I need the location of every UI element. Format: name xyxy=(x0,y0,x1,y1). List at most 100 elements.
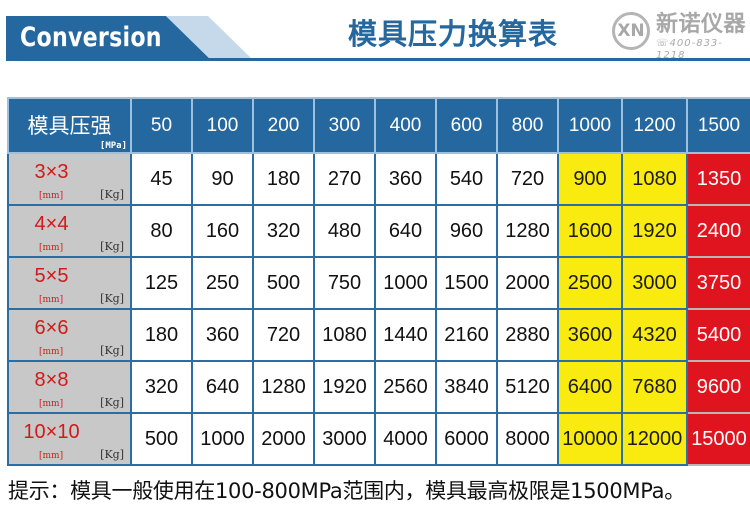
force-value-cell: 6000 xyxy=(435,412,498,466)
mold-size-cell: 8×8 [mm] [Kg] xyxy=(7,360,132,414)
force-value-cell: 125 xyxy=(130,256,193,310)
force-value-cell: 1350 xyxy=(686,152,750,206)
force-value-cell: 270 xyxy=(313,152,376,206)
english-title: Conversion xyxy=(20,22,162,53)
force-value-cell: 320 xyxy=(130,360,193,414)
force-value-cell: 750 xyxy=(313,256,376,310)
force-value-cell: 1920 xyxy=(313,360,376,414)
header-row: 模具压强 [MPa] 50 100 200 300 400 600 800 10… xyxy=(7,97,750,154)
force-value-cell: 12000 xyxy=(621,412,688,466)
force-value-cell: 2400 xyxy=(686,204,750,258)
mold-size-cell: 10×10 [mm] [Kg] xyxy=(7,412,132,466)
force-value-cell: 5400 xyxy=(686,308,750,362)
force-value-cell: 45 xyxy=(130,152,193,206)
size-unit: [mm] xyxy=(39,347,64,357)
force-value-cell: 2160 xyxy=(435,308,498,362)
table-row: 8×8 [mm] [Kg] 320 640 1280 1920 2560 3840 5120 640… xyxy=(7,360,750,414)
force-value-cell: 1280 xyxy=(496,204,559,258)
force-value-cell: 250 xyxy=(191,256,254,310)
force-unit: [Kg] xyxy=(100,292,124,305)
force-value-cell: 80 xyxy=(130,204,193,258)
force-value-cell: 360 xyxy=(191,308,254,362)
force-value-cell: 720 xyxy=(252,308,315,362)
pressure-header: 400 xyxy=(374,97,437,154)
phone-number: 400-833-1218 xyxy=(656,38,723,61)
force-value-cell: 5120 xyxy=(496,360,559,414)
force-value-cell: 640 xyxy=(374,204,437,258)
force-value-cell: 1080 xyxy=(621,152,688,206)
pressure-header: 1000 xyxy=(557,97,623,154)
title-banner: Conversion 模具压力换算表 XN 新诺仪器 ☏400-833-1218 xyxy=(0,0,750,66)
table-row: 4×4 [mm] [Kg] 80 160 320 480 640 960 1280 1600 1920… xyxy=(7,204,750,258)
pressure-header: 1200 xyxy=(621,97,688,154)
mold-size-cell: 4×4 [mm] [Kg] xyxy=(7,204,132,258)
force-value-cell: 8000 xyxy=(496,412,559,466)
mold-size-cell: 6×6 [mm] [Kg] xyxy=(7,308,132,362)
force-value-cell: 1000 xyxy=(191,412,254,466)
size-unit: [mm] xyxy=(39,243,64,253)
force-value-cell: 360 xyxy=(374,152,437,206)
force-value-cell: 500 xyxy=(252,256,315,310)
force-value-cell: 320 xyxy=(252,204,315,258)
mold-size: 10×10 xyxy=(23,421,80,443)
force-value-cell: 1500 xyxy=(435,256,498,310)
force-value-cell: 900 xyxy=(557,152,623,206)
pressure-header: 600 xyxy=(435,97,498,154)
usage-note: 提示：模具一般使用在100-800MPa范围内，模具最高极限是1500MPa。 xyxy=(8,479,685,503)
pressure-header: 50 xyxy=(130,97,193,154)
force-unit: [Kg] xyxy=(100,448,124,461)
corner-label: 模具压强 xyxy=(27,114,112,138)
force-value-cell: 540 xyxy=(435,152,498,206)
force-value-cell: 960 xyxy=(435,204,498,258)
force-value-cell: 3000 xyxy=(313,412,376,466)
pressure-header: 1500 xyxy=(686,97,750,154)
force-unit: [Kg] xyxy=(100,188,124,201)
mold-size: 6×6 xyxy=(34,317,69,339)
force-value-cell: 3750 xyxy=(686,256,750,310)
force-value-cell: 2500 xyxy=(557,256,623,310)
logo-mark-icon: XN xyxy=(612,12,650,50)
pressure-unit: [MPa] xyxy=(99,141,127,151)
force-value-cell: 3000 xyxy=(621,256,688,310)
force-value-cell: 640 xyxy=(191,360,254,414)
mold-size: 5×5 xyxy=(34,265,69,287)
force-value-cell: 2000 xyxy=(496,256,559,310)
force-value-cell: 3600 xyxy=(557,308,623,362)
force-value-cell: 180 xyxy=(130,308,193,362)
page-title: 模具压力换算表 xyxy=(348,17,559,51)
table-row: 3×3 [mm] [Kg] 45 90 180 270 360 540 720 900 1080 135… xyxy=(7,152,750,206)
force-value-cell: 180 xyxy=(252,152,315,206)
force-value-cell: 1920 xyxy=(621,204,688,258)
force-value-cell: 3840 xyxy=(435,360,498,414)
force-unit: [Kg] xyxy=(100,396,124,409)
force-value-cell: 1280 xyxy=(252,360,315,414)
brand-name: 新诺仪器 xyxy=(656,12,747,37)
corner-header: 模具压强 [MPa] xyxy=(7,97,132,154)
force-value-cell: 90 xyxy=(191,152,254,206)
force-value-cell: 4000 xyxy=(374,412,437,466)
table-row: 10×10 [mm] [Kg] 500 1000 2000 3000 4000 6000 8000… xyxy=(7,412,750,466)
force-value-cell: 1080 xyxy=(313,308,376,362)
size-unit: [mm] xyxy=(39,399,64,409)
pressure-conversion-table: 模具压强 [MPa] 50 100 200 300 400 600 800 10… xyxy=(7,97,750,466)
size-unit: [mm] xyxy=(39,295,64,305)
force-value-cell: 480 xyxy=(313,204,376,258)
force-value-cell: 1000 xyxy=(374,256,437,310)
table-row: 5×5 [mm] [Kg] 125 250 500 750 1000 1500 2000 2500 3… xyxy=(7,256,750,310)
force-value-cell: 1600 xyxy=(557,204,623,258)
mold-size: 4×4 xyxy=(34,213,69,235)
force-value-cell: 2560 xyxy=(374,360,437,414)
force-unit: [Kg] xyxy=(100,240,124,253)
pressure-header: 100 xyxy=(191,97,254,154)
force-value-cell: 6400 xyxy=(557,360,623,414)
size-unit: [mm] xyxy=(39,191,64,201)
force-value-cell: 500 xyxy=(130,412,193,466)
force-value-cell: 10000 xyxy=(557,412,623,466)
force-value-cell: 4320 xyxy=(621,308,688,362)
force-unit: [Kg] xyxy=(100,344,124,357)
force-value-cell: 15000 xyxy=(686,412,750,466)
force-value-cell: 7680 xyxy=(621,360,688,414)
mold-size: 8×8 xyxy=(34,369,69,391)
force-value-cell: 720 xyxy=(496,152,559,206)
force-value-cell: 2880 xyxy=(496,308,559,362)
